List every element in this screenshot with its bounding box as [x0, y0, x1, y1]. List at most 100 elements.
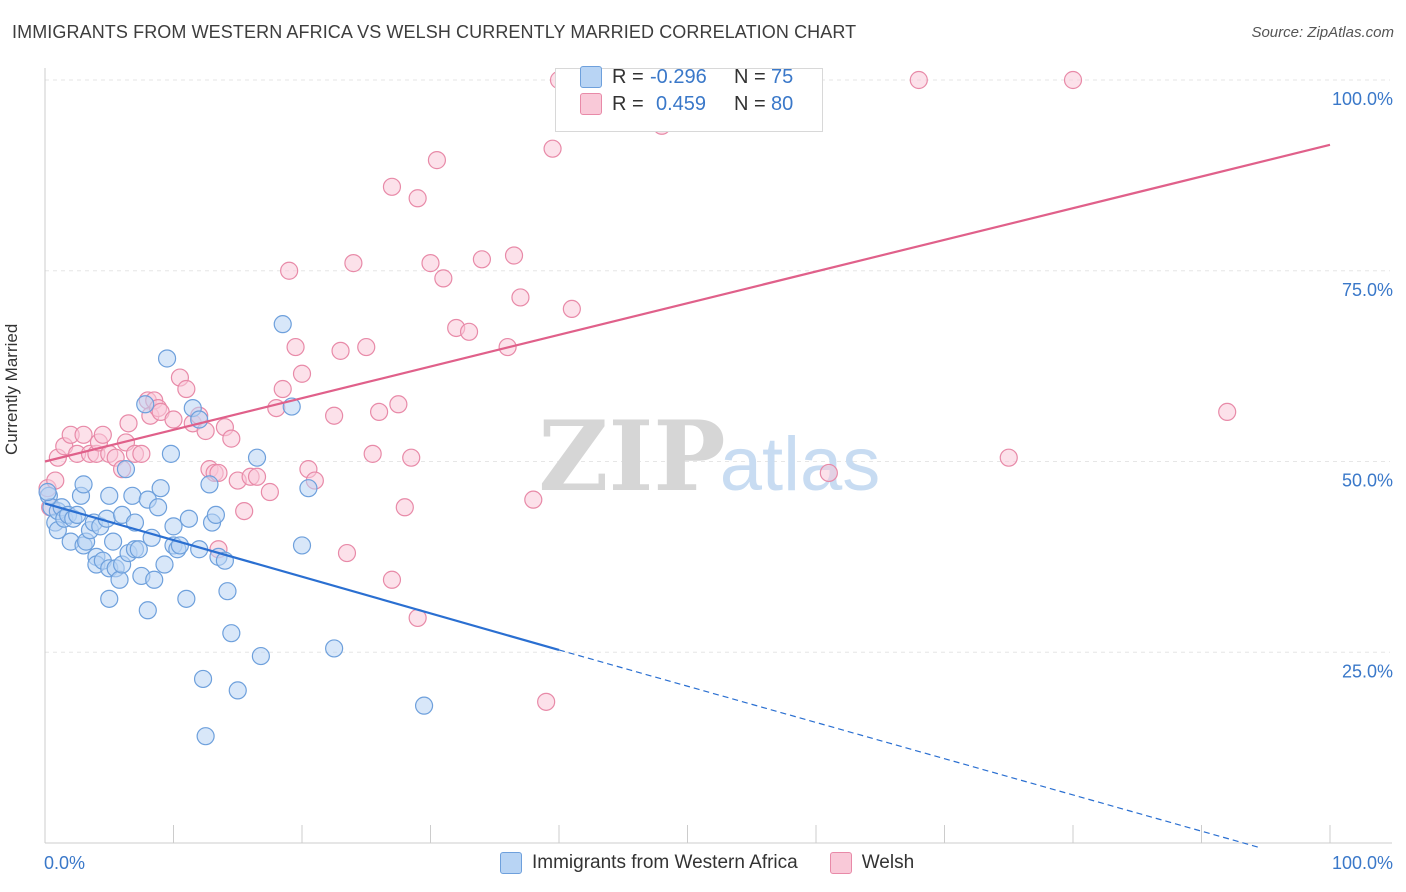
grid-lines — [45, 79, 1390, 653]
western-africa-point — [228, 681, 247, 700]
welsh-point — [434, 269, 453, 288]
western-africa-trend-line — [44, 502, 560, 652]
western-africa-trend-extension — [558, 649, 1261, 849]
welsh-trend-line — [44, 143, 1331, 463]
welsh-point — [382, 177, 402, 196]
western-africa-point — [325, 639, 344, 658]
welsh-point — [331, 341, 350, 360]
western-africa-point — [414, 696, 434, 715]
western-africa-point — [145, 570, 164, 589]
welsh-point — [1063, 70, 1083, 90]
western-africa-point — [157, 349, 177, 368]
welsh-point — [511, 288, 530, 307]
western-africa-points — [38, 315, 434, 746]
welsh-points — [38, 70, 1237, 711]
welsh-point — [280, 261, 299, 280]
r-value: 0.459 — [656, 92, 707, 115]
y-tick-label: 25.0% — [1342, 661, 1393, 681]
tick-labels: 25.0% 50.0% 75.0% 100.0% 0.0% 100.0% — [44, 89, 1393, 873]
welsh-point — [337, 543, 357, 563]
n-label: N = — [734, 65, 766, 88]
western-africa-point — [161, 444, 181, 463]
y-tick-label: 50.0% — [1342, 471, 1393, 491]
welsh-point — [402, 448, 421, 467]
welsh-point — [292, 364, 312, 383]
western-africa-point — [164, 517, 183, 536]
chart-title: IMMIGRANTS FROM WESTERN AFRICA VS WELSH … — [12, 22, 857, 42]
western-africa-point — [292, 536, 312, 555]
welsh-point — [260, 482, 279, 502]
legend-swatch-welsh — [829, 852, 852, 874]
western-africa-point — [100, 589, 119, 608]
welsh-point — [357, 337, 376, 357]
welsh-point — [325, 406, 344, 425]
welsh-point — [562, 299, 581, 318]
western-africa-point — [110, 570, 129, 589]
welsh-point — [177, 379, 196, 399]
stats-swatch-welsh — [580, 93, 602, 115]
welsh-point — [370, 402, 389, 422]
welsh-point — [363, 444, 382, 463]
western-africa-point — [104, 532, 123, 551]
western-africa-point — [123, 486, 142, 505]
welsh-point — [273, 379, 292, 399]
welsh-point — [235, 501, 254, 521]
western-africa-point — [222, 624, 241, 643]
western-africa-point — [151, 479, 170, 498]
western-africa-point — [116, 460, 136, 479]
welsh-point — [389, 395, 408, 414]
r-label: R = — [612, 92, 644, 115]
source-label: Source: ZipAtlas.com — [1251, 24, 1394, 41]
legend-label-western-africa: Immigrants from Western Africa — [532, 852, 798, 873]
welsh-point — [427, 151, 447, 170]
welsh-point — [74, 425, 93, 444]
x-tick-label: 0.0% — [44, 853, 85, 873]
welsh-point — [459, 322, 479, 341]
western-africa-point — [177, 589, 196, 608]
welsh-point — [222, 429, 241, 448]
welsh-point — [395, 498, 414, 517]
watermark-zip: ZIP — [538, 400, 725, 513]
n-label: N = — [734, 92, 766, 115]
western-africa-point — [196, 727, 215, 746]
welsh-point — [504, 246, 524, 265]
welsh-point — [421, 254, 440, 273]
welsh-point — [119, 414, 138, 433]
y-tick-label: 100.0% — [1332, 89, 1393, 109]
stats-legend-box: R = -0.296 N = 75 R = 0.459 N = 80 — [555, 65, 823, 132]
welsh-point — [344, 254, 363, 273]
stats-swatch-western-africa — [580, 66, 602, 88]
western-africa-point — [193, 669, 213, 689]
welsh-point — [819, 463, 838, 483]
watermark: ZIP atlas — [538, 400, 880, 513]
welsh-point — [286, 337, 305, 357]
western-africa-point — [74, 475, 93, 494]
western-africa-point — [38, 482, 57, 502]
welsh-point — [524, 490, 543, 509]
western-africa-point — [218, 582, 237, 601]
legend-swatch-western-africa — [500, 852, 522, 874]
n-value: 80 — [771, 92, 794, 115]
welsh-point — [537, 692, 556, 711]
trend-lines — [44, 143, 1331, 849]
welsh-point — [247, 467, 267, 486]
western-africa-point — [200, 475, 219, 494]
legend-item-welsh[interactable]: Welsh — [829, 852, 915, 874]
legend-item-western-africa[interactable]: Immigrants from Western Africa — [500, 852, 798, 874]
western-africa-point — [100, 486, 119, 505]
y-tick-label: 75.0% — [1342, 280, 1393, 300]
legend-label-welsh: Welsh — [861, 852, 915, 873]
western-africa-point — [299, 479, 318, 498]
x-tick-label: 100.0% — [1332, 853, 1393, 873]
welsh-point — [472, 250, 491, 269]
welsh-point — [999, 448, 1018, 467]
r-label: R = — [612, 65, 644, 88]
watermark-atlas: atlas — [720, 422, 881, 507]
welsh-point — [382, 570, 402, 589]
western-africa-point — [136, 395, 155, 414]
western-africa-point — [155, 555, 174, 574]
western-africa-point — [247, 448, 267, 467]
western-africa-point — [138, 601, 157, 620]
welsh-point — [132, 444, 151, 463]
